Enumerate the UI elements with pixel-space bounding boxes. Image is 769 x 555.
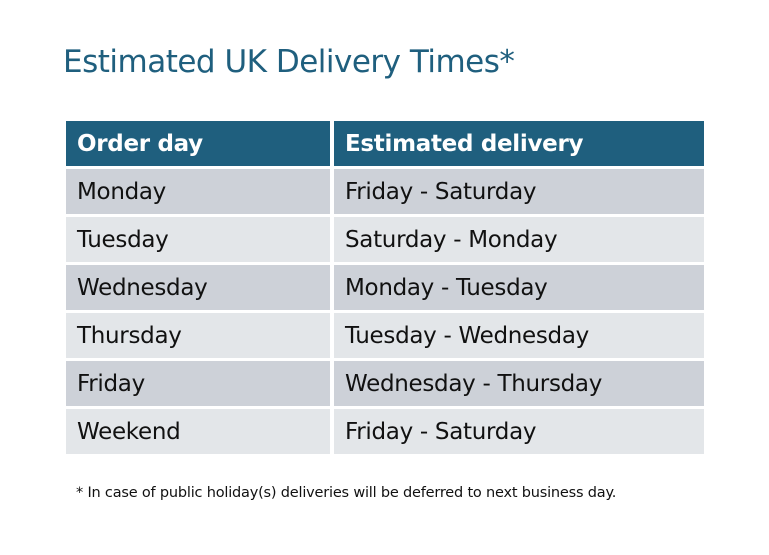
estimated-delivery-cell: Tuesday - Wednesday xyxy=(334,313,704,358)
table-row: Wednesday Monday - Tuesday xyxy=(66,265,704,310)
table-header-row: Order day Estimated delivery xyxy=(66,121,704,166)
delivery-times-table: Order day Estimated delivery Monday Frid… xyxy=(62,118,708,457)
page-title: Estimated UK Delivery Times* xyxy=(63,44,515,80)
footnote: * In case of public holiday(s) deliverie… xyxy=(76,485,617,501)
table-row: Monday Friday - Saturday xyxy=(66,169,704,214)
order-day-cell: Thursday xyxy=(66,313,330,358)
order-day-cell: Friday xyxy=(66,361,330,406)
order-day-cell: Wednesday xyxy=(66,265,330,310)
column-header-estimated-delivery: Estimated delivery xyxy=(334,121,704,166)
order-day-cell: Tuesday xyxy=(66,217,330,262)
table-row: Tuesday Saturday - Monday xyxy=(66,217,704,262)
estimated-delivery-cell: Saturday - Monday xyxy=(334,217,704,262)
table-row: Thursday Tuesday - Wednesday xyxy=(66,313,704,358)
estimated-delivery-cell: Friday - Saturday xyxy=(334,169,704,214)
column-header-order-day: Order day xyxy=(66,121,330,166)
table-row: Friday Wednesday - Thursday xyxy=(66,361,704,406)
estimated-delivery-cell: Monday - Tuesday xyxy=(334,265,704,310)
order-day-cell: Monday xyxy=(66,169,330,214)
estimated-delivery-cell: Friday - Saturday xyxy=(334,409,704,454)
order-day-cell: Weekend xyxy=(66,409,330,454)
table-row: Weekend Friday - Saturday xyxy=(66,409,704,454)
estimated-delivery-cell: Wednesday - Thursday xyxy=(334,361,704,406)
